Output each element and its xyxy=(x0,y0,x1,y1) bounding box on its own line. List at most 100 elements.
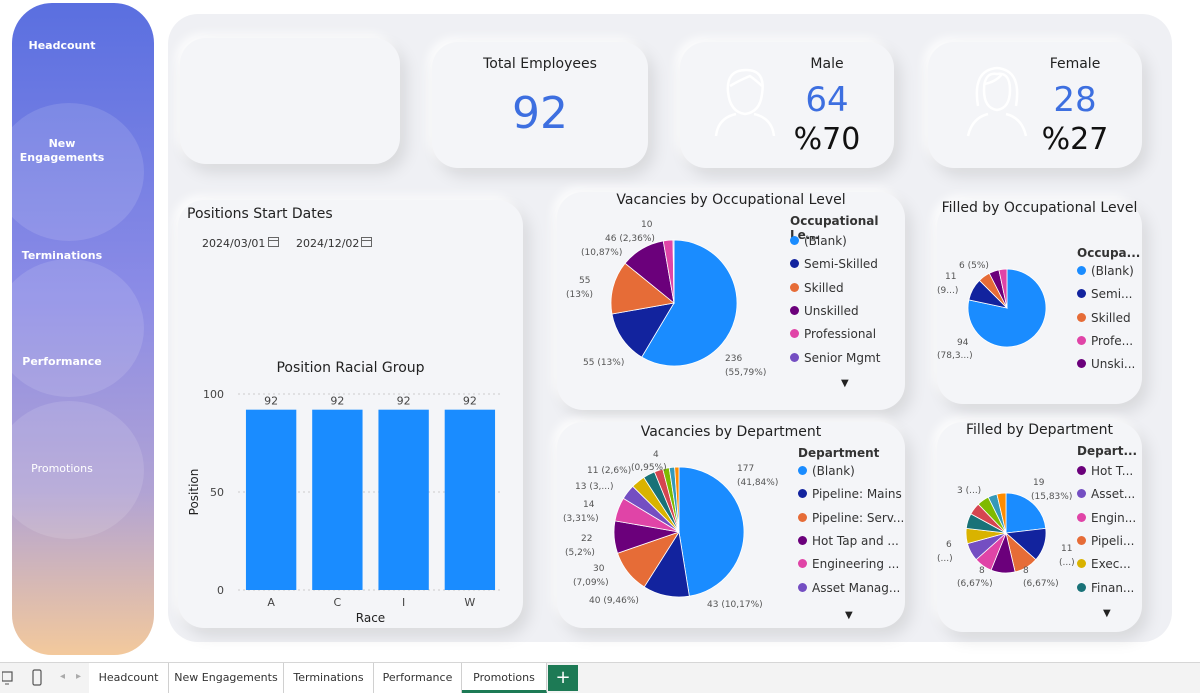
total-employees-card: Total Employees 92 xyxy=(432,42,648,168)
legend-item[interactable]: Skilled xyxy=(790,281,844,295)
legend-item[interactable]: Engin... xyxy=(1077,511,1136,525)
legend-label: Pipeline: Mains xyxy=(812,487,902,502)
total-employees-value: 92 xyxy=(512,88,568,139)
legend-item[interactable]: Pipeline: Mains xyxy=(798,487,902,501)
vac-dept-label: 40 (9,46%) xyxy=(589,596,639,606)
legend-scroll-down[interactable]: ▼ xyxy=(845,610,853,621)
legend-item[interactable]: Semi-Skilled xyxy=(790,257,878,271)
fill-dept-label: 19 xyxy=(1033,478,1045,488)
male-percent: %70 xyxy=(793,122,861,157)
vacancies-department-card: Vacancies by Department 4 11 (2,6%) (0,9… xyxy=(557,422,905,628)
calendar-icon[interactable] xyxy=(361,237,372,247)
pie-slice[interactable] xyxy=(1005,492,1047,534)
fill-dept-label: 11 xyxy=(1061,544,1073,554)
legend-item[interactable]: Hot Tap and ... xyxy=(798,534,899,548)
pie-slice[interactable] xyxy=(998,268,1008,309)
legend-label: Unskilled xyxy=(804,303,859,318)
legend-item[interactable]: Professional xyxy=(790,327,876,341)
vac-dept-label: (0,95%) xyxy=(631,463,667,473)
legend-dot xyxy=(798,489,807,499)
bar-C[interactable] xyxy=(312,409,363,590)
nav-circle xyxy=(12,401,144,539)
tab-performance[interactable]: Performance xyxy=(374,663,462,693)
vac-occ-label: 10 xyxy=(641,220,653,230)
legend-dot xyxy=(1077,582,1086,592)
bar-A[interactable] xyxy=(245,409,297,590)
fill-dept-label: 8 xyxy=(979,566,985,576)
fill-occ-label: (78,3...) xyxy=(937,351,973,361)
legend-label: Pipeli... xyxy=(1091,533,1135,548)
legend-dot xyxy=(798,512,807,522)
bar-I[interactable] xyxy=(378,409,429,590)
legend-item[interactable]: Hot T... xyxy=(1077,464,1133,478)
legend-dot xyxy=(790,259,799,269)
bar-value-label: 92 xyxy=(463,395,477,408)
nav-item-headcount[interactable]: Headcount xyxy=(28,39,96,52)
tab-terminations[interactable]: Terminations xyxy=(284,663,374,693)
pie-slice[interactable] xyxy=(611,302,675,358)
legend-scroll-down[interactable]: ▼ xyxy=(841,378,849,389)
legend-item[interactable]: Unski... xyxy=(1077,357,1135,371)
fill-dept-label: (6,67%) xyxy=(1023,579,1059,589)
fill-dept-label: (6,67%) xyxy=(957,579,993,589)
nav-item-promotions[interactable]: Promotions xyxy=(31,462,93,475)
fill-occ-pie xyxy=(967,268,1047,348)
mobile-view-icon[interactable] xyxy=(32,669,42,687)
pie-slice[interactable] xyxy=(678,466,745,597)
legend-item[interactable]: Asset Manag... xyxy=(798,581,900,595)
legend-label: Finan... xyxy=(1091,580,1135,595)
pie-slice[interactable] xyxy=(996,492,1007,534)
male-value: 64 xyxy=(805,80,849,120)
legend-scroll-down[interactable]: ▼ xyxy=(1103,608,1111,619)
legend-item[interactable]: Semi... xyxy=(1077,287,1132,301)
end-date[interactable]: 2024/12/02 xyxy=(296,237,360,250)
prev-page-icon[interactable]: ◂ xyxy=(60,671,66,682)
bar-value-label: 92 xyxy=(330,395,344,408)
legend-dot xyxy=(798,582,807,592)
tab-promotions[interactable]: Promotions xyxy=(462,663,547,693)
nav-item-terminations[interactable]: Terminations xyxy=(21,249,103,262)
start-date[interactable]: 2024/03/01 xyxy=(202,237,266,250)
legend-item[interactable]: (Blank) xyxy=(790,234,847,248)
female-person-icon xyxy=(966,66,1028,137)
legend-item[interactable]: (Blank) xyxy=(798,464,855,478)
vac-dept-label: 11 (2,6%) xyxy=(587,466,632,476)
legend-item[interactable]: Unskilled xyxy=(790,304,859,318)
side-navigation: Headcount New Engagements Terminations P… xyxy=(12,3,154,655)
next-page-icon[interactable]: ▸ xyxy=(76,671,82,682)
x-tick-label: I xyxy=(402,596,405,609)
desktop-view-icon[interactable] xyxy=(2,670,14,686)
legend-label: Senior Mgmt xyxy=(804,350,881,365)
fill-occ-legend-title: Occupa... xyxy=(1077,246,1141,260)
legend-item[interactable]: Profe... xyxy=(1077,334,1133,348)
legend-item[interactable]: Pipeline: Serv... xyxy=(798,511,904,525)
tab-new-engagements[interactable]: New Engagements xyxy=(169,663,284,693)
legend-label: Semi-Skilled xyxy=(804,257,878,272)
bar-value-label: 92 xyxy=(264,395,278,408)
legend-item[interactable]: (Blank) xyxy=(1077,264,1134,278)
bar-W[interactable] xyxy=(444,409,496,590)
nav-item-new-engagements[interactable]: New Engagements xyxy=(19,137,105,164)
pie-slice[interactable] xyxy=(641,239,738,367)
calendar-icon[interactable] xyxy=(268,237,279,247)
legend-item[interactable]: Skilled xyxy=(1077,311,1131,325)
legend-item[interactable]: Engineering ... xyxy=(798,557,899,571)
legend-label: Exec... xyxy=(1091,557,1131,572)
legend-item[interactable]: Finan... xyxy=(1077,581,1134,595)
nav-item-performance[interactable]: Performance xyxy=(22,355,102,368)
legend-dot xyxy=(1077,466,1086,475)
legend-item[interactable]: Asset... xyxy=(1077,487,1135,501)
legend-dot xyxy=(1077,535,1086,545)
tab-headcount[interactable]: Headcount xyxy=(89,663,169,693)
pie-slice[interactable] xyxy=(610,262,675,315)
pie-slice[interactable] xyxy=(672,239,675,304)
legend-item[interactable]: Senior Mgmt xyxy=(790,351,880,365)
legend-item[interactable]: Exec... xyxy=(1077,557,1131,571)
legend-dot xyxy=(1077,335,1086,345)
male-person-icon xyxy=(714,68,776,137)
add-page-button[interactable]: + xyxy=(548,665,578,691)
legend-item[interactable]: Pipeli... xyxy=(1077,534,1134,548)
pie-slice[interactable] xyxy=(674,466,680,533)
legend-dot xyxy=(1077,559,1086,569)
legend-dot xyxy=(1077,266,1086,275)
